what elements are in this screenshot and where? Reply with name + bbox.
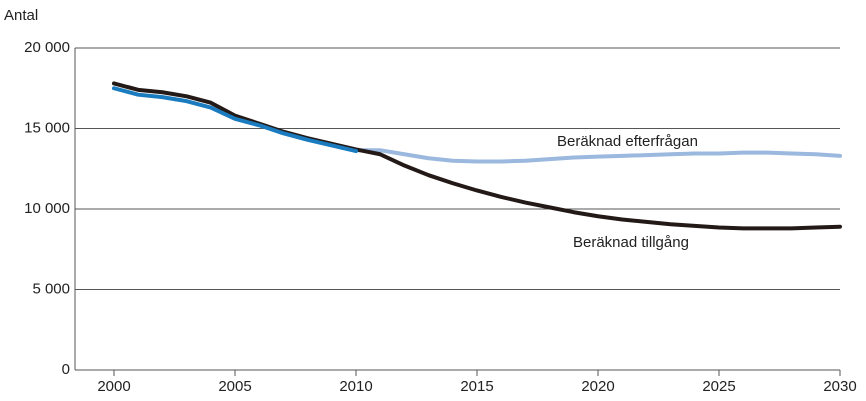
y-tick-label: 20 000 [24, 39, 70, 56]
x-tick-label: 2030 [823, 378, 856, 395]
y-axis-label: Antal [4, 7, 38, 24]
x-tick-label: 2010 [339, 378, 372, 395]
x-tick-label: 2025 [702, 378, 735, 395]
y-tick-label: 5 000 [32, 280, 70, 297]
y-tick-label: 0 [62, 361, 70, 378]
series-label: Beräknad tillgång [573, 234, 689, 251]
x-tick-label: 2020 [581, 378, 614, 395]
x-tick-label: 2015 [460, 378, 493, 395]
series-line [354, 148, 842, 164]
series-line [112, 86, 358, 154]
x-tick-label: 2005 [218, 378, 251, 395]
y-tick-label: 10 000 [24, 200, 70, 217]
series-label: Beräknad efterfrågan [557, 133, 698, 150]
x-tick-label: 2000 [97, 378, 130, 395]
y-tick-label: 15 000 [24, 119, 70, 136]
series-line [112, 81, 842, 231]
